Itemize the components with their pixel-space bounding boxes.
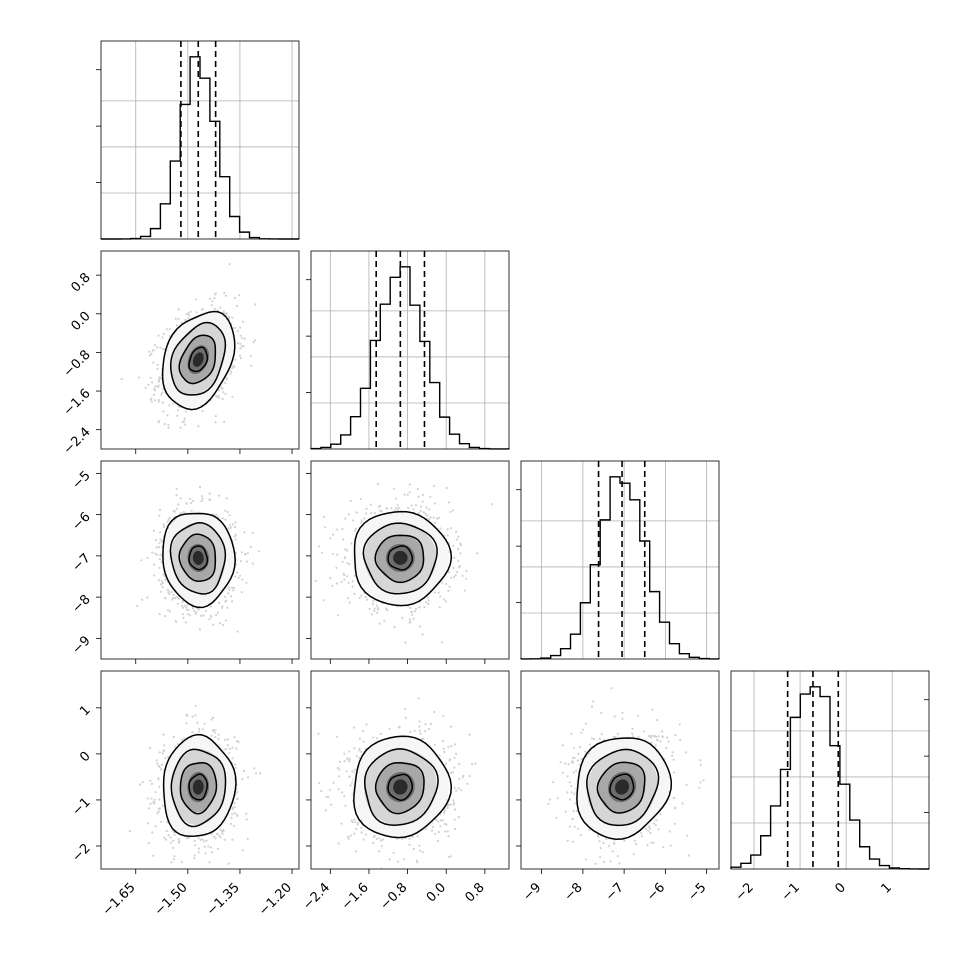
scatter-panel-2-1 bbox=[306, 460, 510, 664]
density-level-4 bbox=[192, 550, 204, 565]
contour-line-2 bbox=[374, 534, 425, 584]
histogram-line-1 bbox=[310, 266, 510, 450]
x-tick-label: −1.50 bbox=[152, 880, 191, 919]
panel-frame bbox=[310, 460, 510, 660]
contour-line-3 bbox=[387, 773, 414, 801]
contour-line-1 bbox=[586, 748, 660, 827]
panel-frame bbox=[520, 670, 720, 870]
y-tick-label: −1 bbox=[69, 795, 93, 819]
scatter-panel-2-0 bbox=[96, 460, 300, 664]
y-tick-label: 0.0 bbox=[68, 309, 93, 334]
contour-line-1 bbox=[169, 321, 227, 396]
contour-line-0 bbox=[161, 310, 236, 411]
contour-line-0 bbox=[353, 735, 453, 839]
density-level-4 bbox=[192, 779, 204, 795]
x-tick-label: −7 bbox=[603, 880, 627, 904]
histogram-panel-3 bbox=[730, 670, 930, 870]
density-level-4 bbox=[393, 550, 408, 565]
panel-frame bbox=[100, 40, 300, 240]
x-tick-label: 0.0 bbox=[424, 880, 449, 905]
contour-line-3 bbox=[387, 545, 414, 571]
contour-line-0 bbox=[162, 733, 237, 838]
histogram-line-0 bbox=[101, 56, 299, 240]
y-tick-label: 1 bbox=[77, 703, 93, 719]
contour-line-2 bbox=[596, 761, 646, 814]
panel-content bbox=[317, 697, 477, 869]
density-level-4 bbox=[192, 352, 204, 367]
histogram-line-2 bbox=[520, 476, 720, 660]
contour-line-2 bbox=[179, 762, 218, 815]
contour-line-3 bbox=[188, 346, 209, 373]
x-tick-label: 0 bbox=[832, 880, 848, 896]
scatter-panel-1-0 bbox=[96, 250, 300, 454]
contour-line-0 bbox=[162, 512, 236, 609]
panel-content bbox=[547, 687, 705, 865]
contour-line-1 bbox=[170, 748, 227, 828]
contour-line-2 bbox=[178, 334, 217, 385]
histogram-panel-2 bbox=[516, 460, 720, 660]
y-tick-label: 0 bbox=[77, 749, 93, 765]
panel-frame bbox=[520, 460, 720, 660]
contour-line-3 bbox=[609, 773, 635, 801]
scatter-panel-3-1 bbox=[306, 670, 510, 874]
contour-line-1 bbox=[363, 748, 439, 826]
x-tick-label: −2 bbox=[733, 880, 757, 904]
histogram-line-3 bbox=[730, 686, 930, 870]
panel-frame bbox=[100, 460, 300, 660]
panel-frame bbox=[100, 670, 300, 870]
y-tick-label: −2 bbox=[69, 841, 93, 865]
x-tick-label: −9 bbox=[520, 880, 544, 904]
y-tick-label: −9 bbox=[69, 633, 93, 657]
x-tick-label: 0.8 bbox=[462, 880, 487, 905]
x-tick-label: −0.8 bbox=[377, 880, 410, 913]
x-tick-label: 1 bbox=[879, 880, 895, 896]
scatter-panel-3-0 bbox=[96, 670, 300, 874]
scatter-panel-3-2 bbox=[516, 670, 720, 874]
density-level-4 bbox=[393, 779, 408, 795]
density-level-4 bbox=[615, 779, 630, 795]
panel-content bbox=[120, 263, 257, 429]
histogram-panel-1 bbox=[306, 250, 510, 450]
x-tick-label: −1.6 bbox=[339, 880, 372, 913]
contour-line-1 bbox=[362, 522, 438, 595]
y-tick-label: 0.8 bbox=[68, 270, 93, 295]
panel-content bbox=[314, 482, 494, 644]
x-tick-label: −1.65 bbox=[100, 880, 139, 919]
y-tick-label: −8 bbox=[69, 592, 93, 616]
x-tick-label: −5 bbox=[685, 880, 709, 904]
panel-frame bbox=[310, 250, 510, 450]
x-tick-label: −8 bbox=[562, 880, 586, 904]
panel-frame bbox=[100, 250, 300, 450]
x-tick-label: −1 bbox=[779, 880, 803, 904]
panel-frame bbox=[730, 670, 930, 870]
contour-line-2 bbox=[178, 533, 217, 582]
y-tick-label: −2.4 bbox=[61, 425, 94, 458]
y-tick-label: −7 bbox=[69, 551, 93, 575]
x-tick-label: −2.4 bbox=[300, 880, 333, 913]
y-tick-label: −1.6 bbox=[61, 386, 94, 419]
y-tick-label: −5 bbox=[69, 468, 93, 492]
panel-content bbox=[136, 486, 261, 633]
y-tick-label: −0.8 bbox=[61, 347, 94, 380]
y-tick-label: −6 bbox=[69, 510, 93, 534]
x-tick-label: −1.20 bbox=[256, 880, 295, 919]
histogram-panel-0 bbox=[96, 40, 300, 240]
x-tick-label: −1.35 bbox=[204, 880, 243, 919]
contour-line-0 bbox=[576, 737, 673, 841]
contour-line-2 bbox=[374, 761, 425, 815]
contour-line-1 bbox=[169, 522, 227, 595]
contour-line-3 bbox=[188, 545, 209, 571]
panel-content bbox=[128, 704, 262, 865]
panel-frame bbox=[310, 670, 510, 870]
contour-line-3 bbox=[188, 773, 209, 801]
x-tick-label: −6 bbox=[644, 880, 668, 904]
contour-line-0 bbox=[353, 510, 453, 607]
